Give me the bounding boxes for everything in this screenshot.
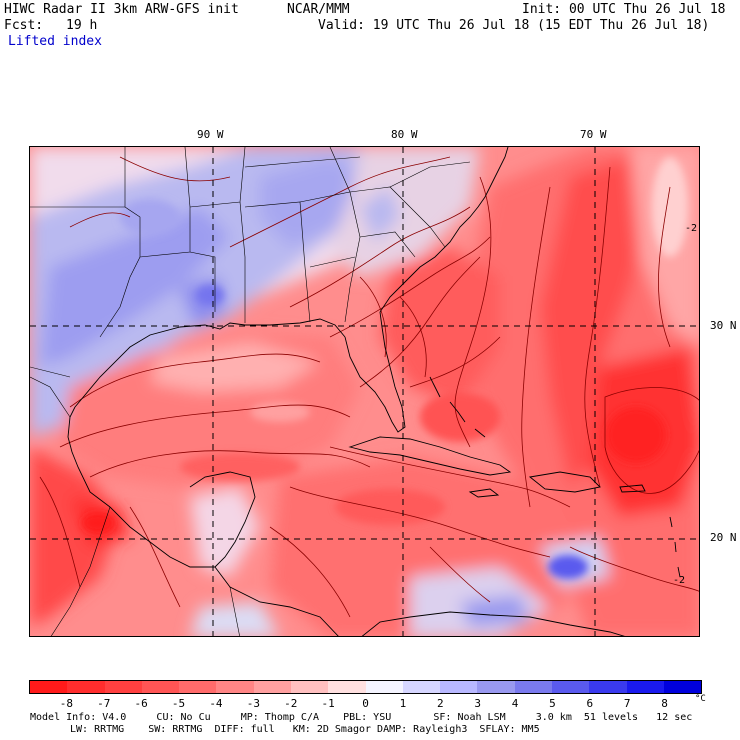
lon-label-70w: 70 W xyxy=(580,128,607,141)
colorbar-tick-label: 6 xyxy=(586,697,594,710)
colorbar-swatch xyxy=(440,681,478,693)
colorbar-swatch xyxy=(253,681,291,693)
colorbar-tick-label: -3 xyxy=(246,697,260,710)
colorbar-tick-label: 8 xyxy=(661,697,668,710)
colorbar-swatch xyxy=(514,681,552,693)
colorbar-tick-label: -8 xyxy=(59,697,73,710)
init-time: Init: 00 UTC Thu 26 Jul 18 xyxy=(522,2,726,17)
colorbar-tick-label: -6 xyxy=(134,697,148,710)
model-title: HIWC Radar II 3km ARW-GFS init xyxy=(4,2,239,17)
colorbar-swatch xyxy=(216,681,254,693)
model-info-line1: Model Info: V4.0 CU: No Cu MP: Thomp C/A… xyxy=(30,712,693,723)
colorbar-tick-label: 4 xyxy=(511,697,519,710)
colorbar-tick-label: 0 xyxy=(362,697,369,710)
lon-label-80w: 80 W xyxy=(391,128,418,141)
forecast-hour: 19 h xyxy=(66,18,98,33)
colorbar-swatch xyxy=(67,681,105,693)
map-canvas xyxy=(30,147,699,636)
colorbar-tick-label: -4 xyxy=(209,697,223,710)
colorbar-swatch xyxy=(30,681,68,693)
state-borders xyxy=(30,147,471,636)
colorbar-tick-label: -5 xyxy=(171,697,186,710)
model-info-line2: LW: RRTMG SW: RRTMG DIFF: full KM: 2D Sm… xyxy=(70,724,540,735)
colorbar-swatch xyxy=(104,681,142,693)
lifted-index-map: -2 -2 xyxy=(29,146,700,637)
colorbar-tick-label: -7 xyxy=(97,697,111,710)
colorbar-tick-label: -1 xyxy=(321,697,335,710)
colorbar-swatch xyxy=(328,681,366,693)
lon-label-90w: 90 W xyxy=(197,128,224,141)
colorbar-tick-label: 2 xyxy=(436,697,444,710)
colorbar-tick-label: 7 xyxy=(623,697,631,710)
field-detail xyxy=(82,157,688,579)
colorbar-swatch xyxy=(290,681,329,693)
colorbar-unit: °C xyxy=(695,694,706,704)
latlon-grid xyxy=(30,147,699,636)
field-name: Lifted index xyxy=(8,34,102,49)
coastlines xyxy=(67,147,681,636)
colorbar-swatch xyxy=(589,681,627,693)
lat-label-30n: 30 N xyxy=(710,319,737,332)
colorbar-swatch xyxy=(402,681,441,693)
lat-label-20n: 20 N xyxy=(710,531,737,544)
colorbar-tick-label: 1 xyxy=(399,697,407,710)
contour-label: -2 xyxy=(673,575,686,586)
colorbar-swatch xyxy=(551,681,590,693)
colorbar xyxy=(29,680,702,694)
colorbar-tick-label: -2 xyxy=(284,697,298,710)
valid-time: Valid: 19 UTC Thu 26 Jul 18 (15 EDT Thu … xyxy=(318,18,710,33)
colorbar-swatch xyxy=(365,681,403,693)
colorbar-tick-label: 5 xyxy=(549,697,556,710)
forecast-label: Fcst: xyxy=(4,18,44,33)
colorbar-swatch xyxy=(626,681,664,693)
colorbar-swatch xyxy=(141,681,180,693)
organization: NCAR/MMM xyxy=(287,2,350,17)
contour-lines xyxy=(39,156,699,618)
colorbar-swatch xyxy=(663,681,702,693)
colorbar-swatch xyxy=(477,681,515,693)
contour-label: -2 xyxy=(685,223,698,234)
colorbar-tick-label: 3 xyxy=(474,697,481,710)
colorbar-swatch xyxy=(179,681,217,693)
